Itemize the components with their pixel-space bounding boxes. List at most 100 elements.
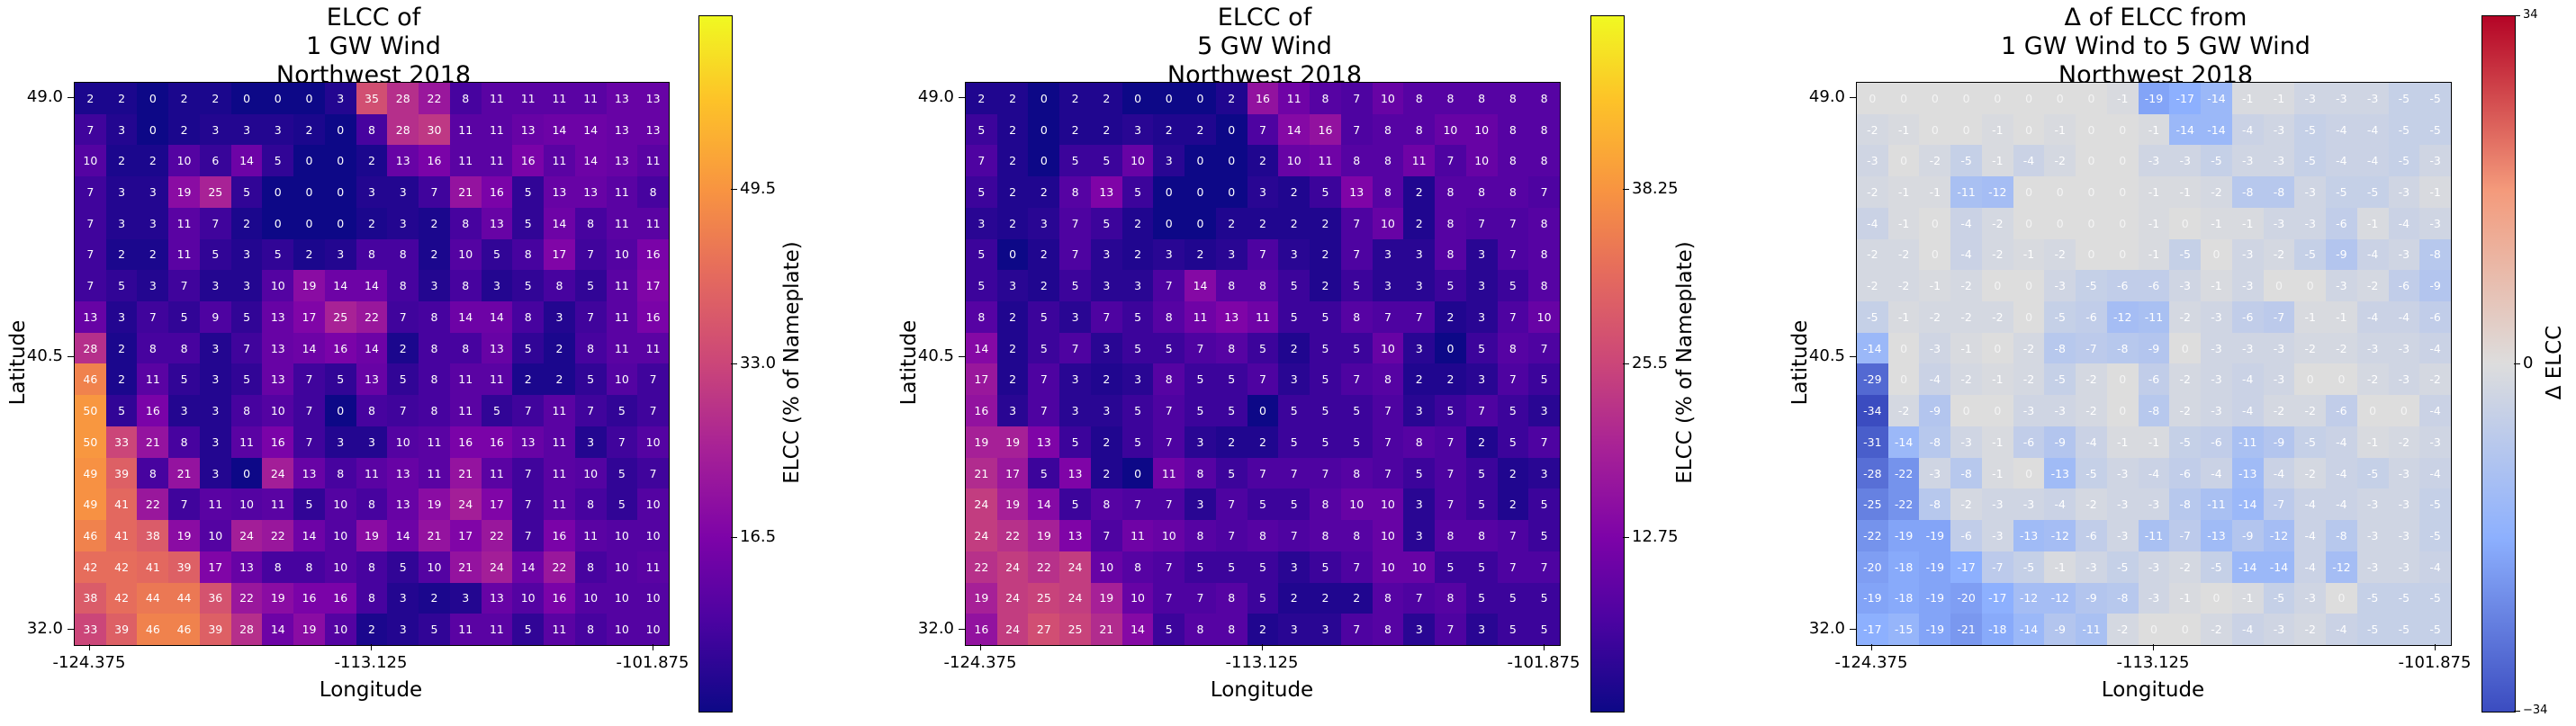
colorbar-tick-mark — [1623, 536, 1629, 538]
heatmap-cell: -6 — [2106, 270, 2139, 302]
heatmap-cell: 7 — [1403, 301, 1436, 333]
y-tick-label: 49.0 — [1808, 87, 1845, 106]
heatmap-cell: 11 — [637, 207, 669, 239]
heatmap-cell: 10 — [387, 426, 419, 458]
heatmap-cell: 16 — [481, 426, 513, 458]
heatmap-cell: -7 — [2263, 301, 2295, 333]
heatmap-cell: -1 — [1981, 363, 2013, 396]
heatmap-cell: 7 — [512, 520, 545, 551]
heatmap-cell: 5 — [1184, 363, 1216, 396]
heatmap-cell: 2 — [105, 363, 138, 396]
heatmap-cell: 8 — [419, 301, 450, 333]
heatmap-cell: 0 — [1215, 113, 1247, 146]
heatmap-cell: 8 — [1435, 238, 1466, 271]
heatmap-cell: -4 — [2263, 457, 2295, 489]
heatmap-cell: 10 — [1372, 83, 1404, 114]
heatmap-cell: 0 — [2076, 238, 2107, 271]
heatmap-cell: 5 — [1497, 270, 1529, 302]
heatmap-cell: 3 — [168, 395, 200, 426]
heatmap-cell: 2 — [293, 238, 325, 271]
heatmap-cell: 2 — [199, 83, 231, 114]
heatmap-cell: -3 — [2356, 551, 2389, 583]
heatmap-cell: 19 — [966, 582, 997, 614]
heatmap-cell: 50 — [75, 426, 106, 458]
heatmap-cell: 0 — [1857, 83, 1888, 114]
heatmap-cell: 11 — [481, 83, 513, 114]
heatmap-cell: -3 — [2201, 395, 2232, 426]
heatmap-cell: -8 — [2263, 176, 2295, 208]
heatmap-cell: 2 — [1403, 207, 1436, 239]
heatmap-cell: 2 — [1247, 145, 1279, 177]
heatmap-cell: -1 — [2263, 83, 2295, 114]
heatmap-cell: -13 — [2201, 520, 2232, 551]
heatmap-cell: 46 — [75, 520, 106, 551]
heatmap-cell: -5 — [2044, 301, 2076, 333]
heatmap-cell: -22 — [1887, 457, 1920, 489]
heatmap-cell: 21 — [966, 457, 997, 489]
heatmap-cell: 22 — [966, 551, 997, 583]
heatmap-cell: 5 — [1121, 332, 1154, 364]
heatmap-cell: -3 — [2294, 83, 2327, 114]
heatmap-cell: -9 — [1919, 395, 1951, 426]
heatmap-cell: 5 — [1497, 395, 1529, 426]
heatmap-cell: -5 — [2419, 83, 2451, 114]
heatmap-cell: 21 — [168, 457, 200, 489]
heatmap-cell: -2 — [1981, 238, 2013, 271]
heatmap-cell: 10 — [168, 145, 200, 177]
heatmap-cell: 11 — [606, 301, 638, 333]
heatmap-cell: -5 — [2294, 113, 2327, 146]
heatmap-cell: 7 — [1372, 426, 1404, 458]
heatmap-cell: 3 — [1403, 488, 1436, 521]
heatmap-cell: 7 — [1278, 457, 1311, 489]
heatmap-cell: 7 — [419, 176, 450, 208]
heatmap-cell: -8 — [2106, 582, 2139, 614]
heatmap-cell: -2 — [2169, 301, 2202, 333]
heatmap-cell: -11 — [2138, 301, 2170, 333]
heatmap-cell: -22 — [1857, 520, 1888, 551]
heatmap-cell: -4 — [2326, 145, 2357, 177]
heatmap-cell: 16 — [449, 426, 482, 458]
heatmap-cell: -9 — [2076, 582, 2107, 614]
heatmap-cell: -1 — [2356, 426, 2389, 458]
heatmap-cell: 2 — [419, 582, 450, 614]
heatmap-cell: 11 — [637, 332, 669, 364]
colorbar-tick-mark — [2514, 711, 2520, 712]
heatmap-cell: -4 — [2231, 395, 2264, 426]
heatmap-cell: 0 — [2013, 83, 2045, 114]
heatmap-cell: -5 — [2076, 457, 2107, 489]
heatmap-cell: 13 — [512, 113, 545, 146]
heatmap-cell: 8 — [1465, 83, 1498, 114]
heatmap-cell: 8 — [356, 488, 388, 521]
heatmap-cell: 2 — [1310, 270, 1341, 302]
heatmap-cell: -2 — [1857, 270, 1888, 302]
heatmap-cell: -4 — [2356, 301, 2389, 333]
heatmap-cell: 2 — [1121, 207, 1154, 239]
heatmap-cell: 0 — [293, 207, 325, 239]
heatmap-cell: 0 — [996, 238, 1029, 271]
heatmap-cell: 7 — [387, 301, 419, 333]
x-tick-label: -101.875 — [1507, 653, 1581, 672]
heatmap-cell: 0 — [2076, 83, 2107, 114]
heatmap-cell: 10 — [1090, 551, 1122, 583]
heatmap-cell: 5 — [293, 488, 325, 521]
colorbar-tick-label: 33.0 — [740, 353, 777, 372]
heatmap-cell: 2 — [996, 363, 1029, 396]
heatmap-cell: -6 — [2419, 301, 2451, 333]
heatmap-cell: -1 — [1981, 457, 2013, 489]
heatmap-cell: 7 — [230, 332, 263, 364]
heatmap-cell: -3 — [2138, 551, 2170, 583]
heatmap-cell: 3 — [1372, 238, 1404, 271]
heatmap-cell: -4 — [2419, 551, 2451, 583]
heatmap-cell: -5 — [2076, 270, 2107, 302]
heatmap-cell: 13 — [1028, 426, 1060, 458]
heatmap-cell: 7 — [1247, 238, 1279, 271]
heatmap-cell: 5 — [1310, 395, 1341, 426]
heatmap-cell: -11 — [1950, 176, 1982, 208]
heatmap-cell: 0 — [2169, 614, 2202, 645]
x-axis-label: Longitude — [319, 678, 423, 702]
heatmap-cell: 3 — [1528, 395, 1560, 426]
heatmap-cell: 41 — [137, 551, 169, 583]
heatmap-cell: 24 — [481, 551, 513, 583]
heatmap-cell: 3 — [996, 270, 1029, 302]
x-tick-mark — [1262, 644, 1263, 650]
